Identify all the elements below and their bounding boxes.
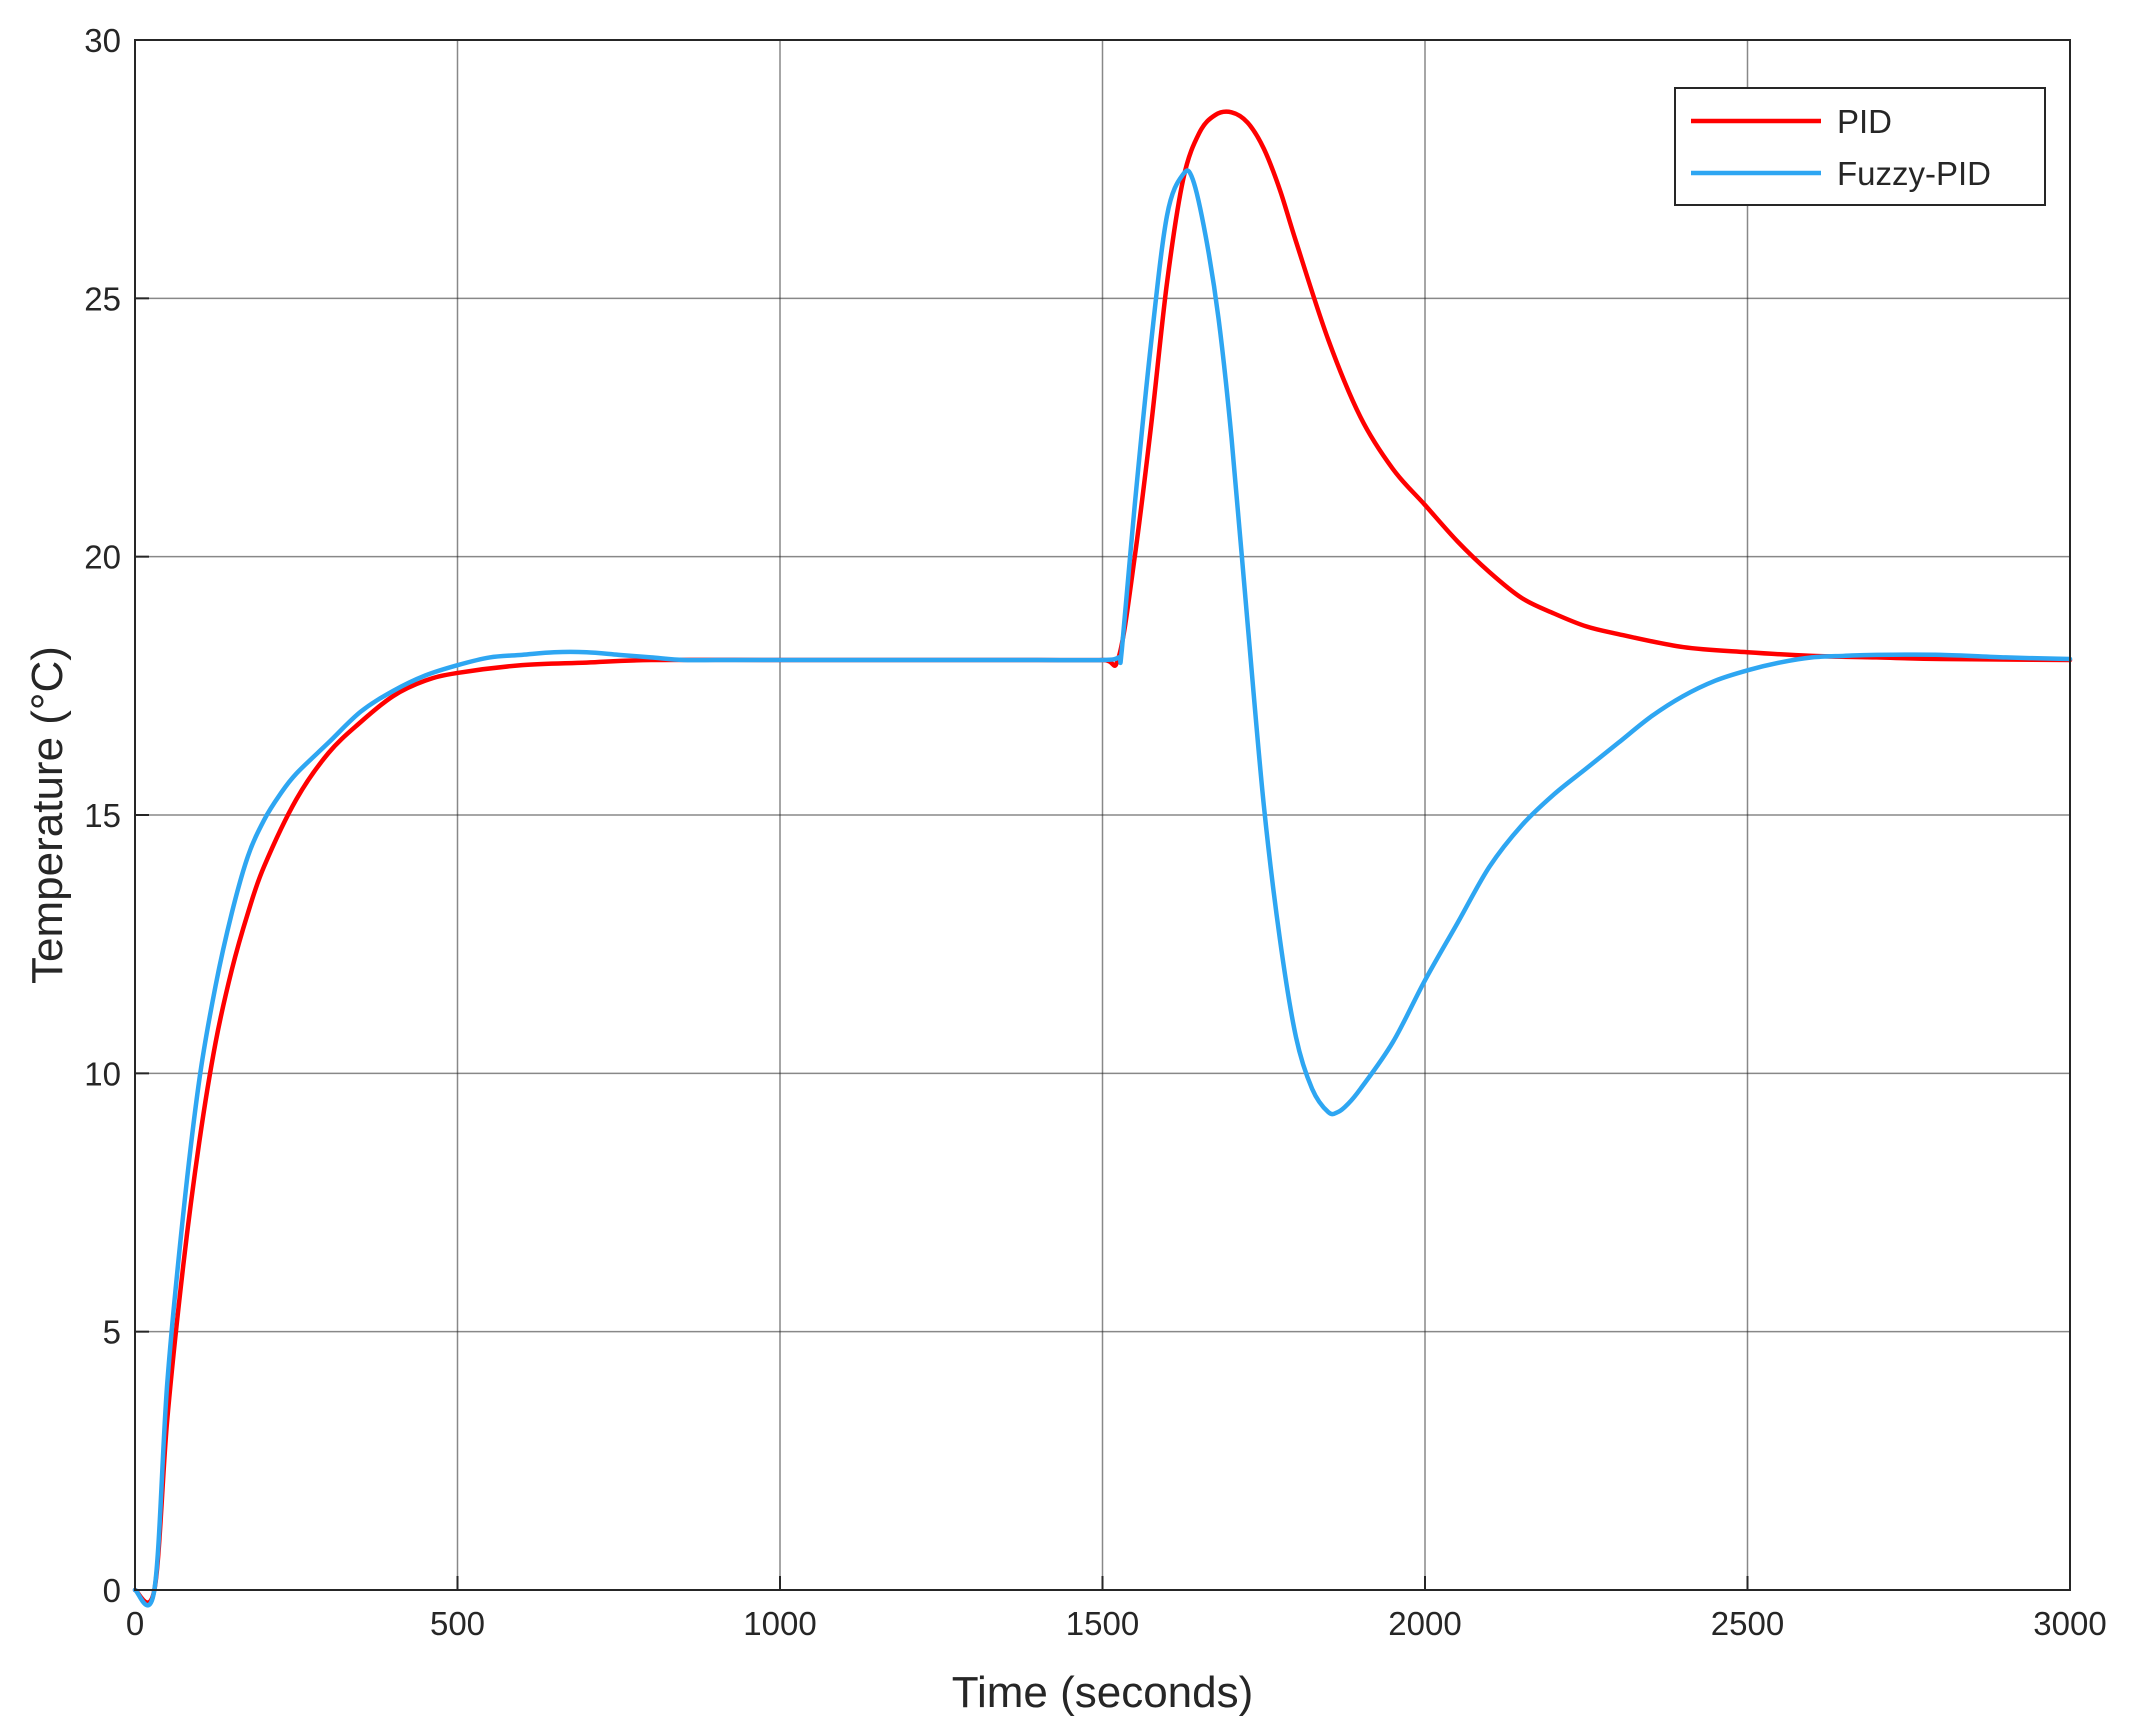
series-line-fuzzy-pid — [132, 168, 2073, 1608]
x-tick-label: 3000 — [2033, 1605, 2106, 1642]
y-axis-label: Temperature (°C) — [23, 646, 72, 984]
x-axis-label: Time (seconds) — [952, 1668, 1254, 1717]
x-tick-label: 2500 — [1711, 1605, 1784, 1642]
y-tick-label: 30 — [84, 22, 121, 59]
x-tick-label: 1500 — [1066, 1605, 1139, 1642]
y-tick-label: 25 — [84, 280, 121, 317]
x-tick-label: 1000 — [743, 1605, 816, 1642]
legend: PID Fuzzy-PID — [1674, 87, 2046, 206]
y-tick-label: 20 — [84, 539, 121, 576]
y-tick-label: 5 — [103, 1314, 121, 1351]
legend-label-fuzzy-pid: Fuzzy-PID — [1837, 155, 1991, 192]
y-tick-label: 10 — [84, 1055, 121, 1092]
x-tick-label: 500 — [430, 1605, 485, 1642]
series-lines — [132, 109, 2073, 1608]
series-line-pid — [132, 109, 2073, 1605]
x-tick-label: 0 — [126, 1605, 144, 1642]
legend-box — [1674, 87, 2046, 206]
legend-label-pid: PID — [1837, 103, 1892, 140]
y-tick-label: 0 — [103, 1572, 121, 1609]
x-tick-label: 2000 — [1388, 1605, 1461, 1642]
tick-labels: 0 500 1000 1500 2000 2500 3000 0 5 10 15 20 25 30 — [84, 22, 2106, 1642]
y-tick-label: 15 — [84, 797, 121, 834]
